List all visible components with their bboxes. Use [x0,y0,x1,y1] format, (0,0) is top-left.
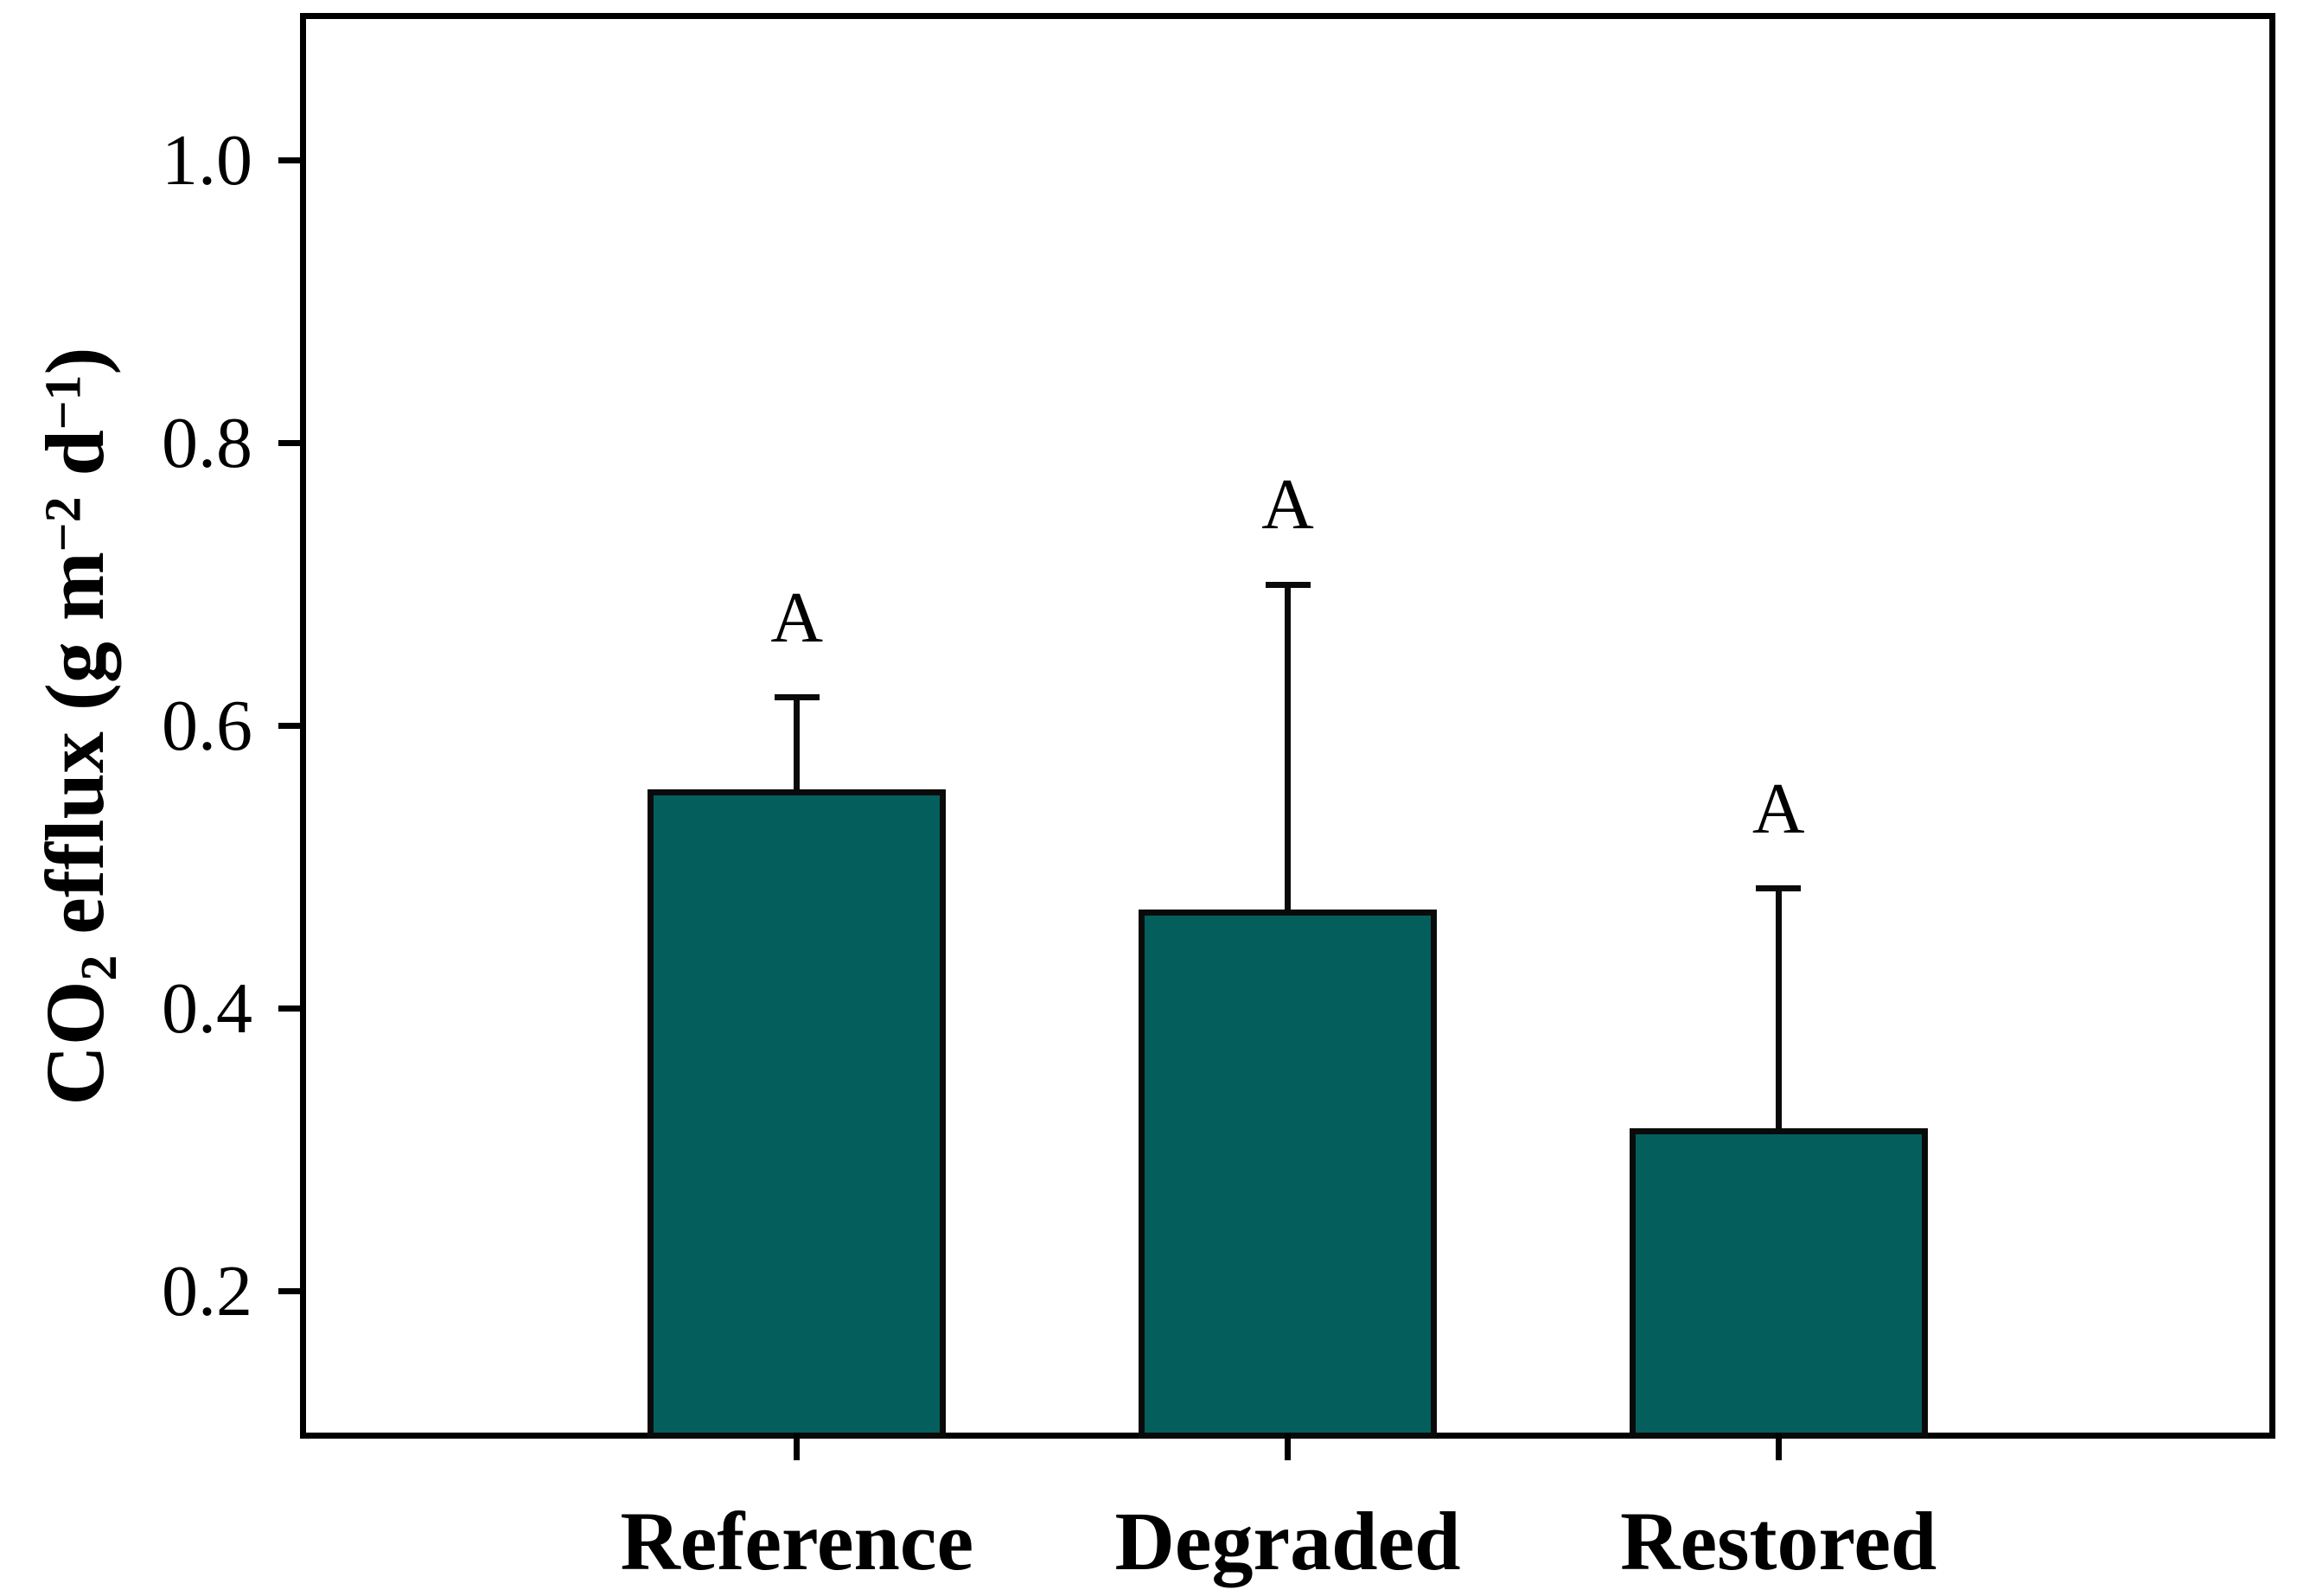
x-tick-mark [1775,1433,1782,1460]
y-tick-mark [278,1005,306,1012]
y-tick-label: 0.8 [162,402,252,483]
bar-degraded [1139,910,1437,1439]
bar-restored [1629,1128,1928,1439]
x-category-label-reference: Reference [620,1495,974,1587]
y-tick-label: 1.0 [162,119,252,201]
y-tick-label: 0.4 [162,967,252,1049]
error-bar-cap [1265,581,1311,588]
y-tick-mark [278,157,306,163]
y-axis-title-segment: −2 [34,496,92,552]
error-bar-stem [794,697,801,790]
y-tick-mark [278,440,306,446]
y-tick-label: 0.6 [162,685,252,766]
significance-letter: A [770,577,824,658]
error-bar-stem [1775,888,1782,1129]
significance-letter: A [1751,768,1805,849]
x-category-label-degraded: Degraded [1114,1495,1461,1587]
x-category-label-restored: Restored [1620,1495,1937,1587]
significance-letter: A [1261,464,1314,545]
error-bar-cap [1756,885,1802,892]
y-tick-mark [278,723,306,729]
bar-reference [648,789,947,1439]
error-bar-stem [1285,584,1291,910]
x-tick-mark [794,1433,801,1460]
error-bar-cap [774,694,820,701]
y-tick-mark [278,1288,306,1294]
x-tick-mark [1285,1433,1291,1460]
y-axis-title-segment: ) [29,346,122,374]
y-tick-label: 0.2 [162,1250,252,1331]
